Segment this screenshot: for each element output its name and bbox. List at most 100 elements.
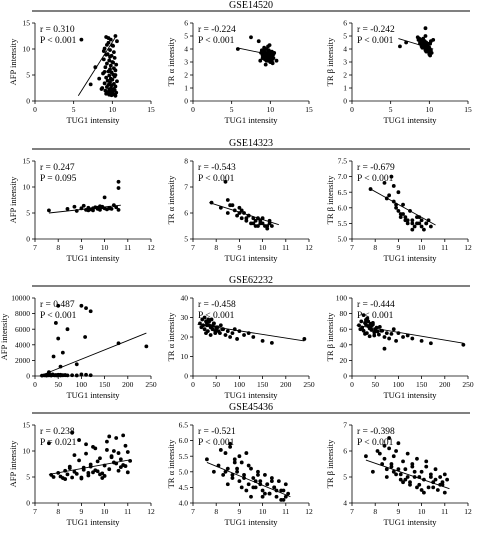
r-value: r = 0.310 [40,25,75,35]
data-point [387,336,392,341]
data-point [81,203,86,208]
data-point [105,439,109,444]
x-axis-label: TUG1 intensity [383,390,437,400]
r-value: r = -0.224 [198,25,236,35]
dataset-title: GSE62232 [229,275,273,286]
y-tick-label: 5.0 [338,235,348,244]
r-value: r = 0.247 [40,163,75,173]
data-point [403,215,408,220]
y-tick-label: 3 [343,58,347,67]
data-point [403,467,408,472]
data-point [419,488,424,492]
x-tick-label: 150 [416,380,428,389]
data-point [225,466,230,471]
data-point [419,339,424,343]
x-tick-label: 12 [147,507,155,516]
data-point [363,331,367,336]
data-point [405,218,410,223]
data-point [88,82,93,87]
data-point [237,454,242,459]
data-point [239,460,244,465]
data-point [419,469,424,474]
data-point [99,87,104,91]
data-point [101,57,106,62]
x-axis-label: TUG1 intensity [224,390,278,400]
x-tick-label: 250 [303,380,315,389]
data-point [235,47,240,51]
data-point [391,454,396,459]
data-point [237,479,242,484]
data-point [269,224,274,228]
data-point [218,448,223,452]
data-point [110,77,115,82]
data-point [218,323,223,328]
data-point [424,221,429,226]
y-tick-label: 8 [184,157,188,166]
r-value: r = -0.242 [357,25,395,35]
data-point [403,477,408,482]
panel-gse14323-3: 7 8 9 10 11 12 5.0 5.5 6.0 6.5 7.0 7.5 TUG1 intensit… [325,157,472,263]
y-tick-label: 7.5 [338,157,348,166]
data-point [228,444,233,449]
data-point [256,469,260,474]
data-point [263,473,267,477]
data-point [111,50,116,55]
data-point [56,336,61,341]
data-point [396,467,401,472]
data-point [279,497,284,502]
data-point [267,491,272,496]
y-tick-label: 0 [184,97,188,106]
data-point [58,474,63,479]
x-tick-label: 11 [282,507,289,516]
data-point [260,339,265,343]
y-tick-label: 0 [343,372,347,381]
data-point [435,488,440,492]
data-point [121,463,126,467]
x-axis-label: TUG1 intensity [224,517,278,527]
data-point [269,56,274,60]
y-tick-label: 15 [23,157,31,166]
y-tick-label: 5 [343,32,347,41]
regression-line [239,47,275,56]
x-tick-label: 5 [389,105,393,114]
data-point [111,449,116,453]
p-value: P = 0.021 [40,438,77,448]
regression-line [206,462,291,498]
data-point [244,216,249,221]
data-point [398,477,403,482]
x-tick-label: 50 [54,380,62,389]
data-point [74,362,79,367]
data-point [405,475,410,479]
data-point [86,473,91,478]
x-tick-label: 0 [191,380,195,389]
panel-gse45436-3: 7 8 9 10 11 12 4 5 6 7 TUG1 intensity TR β intensit… [325,421,472,527]
data-point [116,451,121,455]
x-tick-label: 7 [350,507,354,516]
data-point [249,466,253,471]
data-point [239,208,244,213]
data-point [112,55,117,60]
y-axis-label: TR β intensity [325,175,335,224]
x-tick-label: 9 [397,507,401,516]
data-point [70,430,75,435]
data-point [91,444,95,449]
data-point [202,327,207,332]
data-point [375,449,380,453]
data-point [74,471,79,476]
data-point [67,466,72,471]
x-tick-label: 10 [259,507,267,516]
data-point [205,457,209,462]
data-point [428,341,433,346]
data-point [387,436,392,440]
x-axis-label: TUG1 intensity [66,390,120,400]
x-tick-label: 100 [234,380,246,389]
data-point [206,317,211,322]
regression-line [398,38,434,50]
data-point [237,205,242,210]
data-point [410,336,415,341]
data-point [401,212,405,216]
y-tick-label: 5 [184,235,188,244]
data-point [382,180,387,185]
